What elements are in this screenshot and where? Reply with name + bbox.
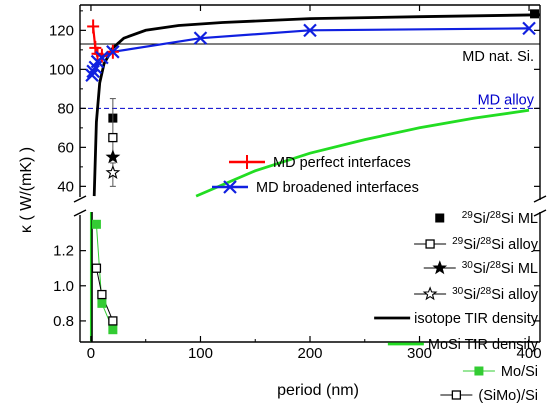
marker-star <box>105 164 121 179</box>
x-tick-label: 100 <box>188 345 213 362</box>
marker-open-square <box>108 316 118 326</box>
plot-markers <box>85 9 540 335</box>
marker-open-square <box>97 289 107 300</box>
marker-x <box>223 180 237 194</box>
marker-square <box>91 219 101 229</box>
series-curve <box>195 108 530 198</box>
marker-star <box>105 149 121 164</box>
reference-label: MD nat. Si. <box>462 49 534 65</box>
marker-x <box>95 50 109 65</box>
marker-square <box>435 213 445 223</box>
x-tick-label: 300 <box>407 345 432 362</box>
legend-label: 29Si/28Si alloy <box>452 236 539 253</box>
axis-break-mark <box>533 209 547 217</box>
axis-ticks: 0 100 200 300 400 40 60 80 100 120 0.8 1.0 1.2 <box>49 5 542 362</box>
marker-open-square <box>425 239 435 249</box>
y-axis-label: κ ( W/(mK) ) <box>18 147 35 233</box>
y-tick-label: 120 <box>49 22 74 39</box>
reference-label: MD alloy <box>478 92 535 108</box>
marker-open-square <box>91 263 102 273</box>
marker-square <box>474 366 484 376</box>
marker-x <box>86 64 100 79</box>
x-tick-label: 200 <box>297 345 322 362</box>
legend-label: 29Si/28Si ML <box>462 210 538 227</box>
marker-square <box>97 298 107 308</box>
marker-x <box>303 23 317 38</box>
legend-label: (SiMo)/Si <box>478 388 538 404</box>
legend: MD perfect interfaces MD broadened interf… <box>212 155 539 404</box>
y-tick-label: 60 <box>57 139 74 156</box>
x-tick-label: 0 <box>87 345 95 362</box>
marker-x <box>85 68 99 82</box>
legend-label: 30Si/28Si alloy <box>452 286 539 303</box>
x-tick-label: 400 <box>517 345 542 362</box>
legend-label: MD perfect interfaces <box>273 155 411 171</box>
axis-break-mark <box>533 195 547 203</box>
legend-label: 30Si/28Si ML <box>462 260 538 277</box>
marker-square <box>530 9 540 19</box>
series-curve <box>92 13 540 197</box>
marker-star <box>432 260 448 275</box>
legend-label: MoSi TIR density <box>428 337 539 353</box>
y-tick-label: 1.0 <box>53 278 74 295</box>
legend-label: Mo/Si <box>501 364 538 380</box>
marker-square <box>108 325 118 335</box>
legend-label: isotope TIR density <box>414 311 539 327</box>
axis-break-mark <box>73 209 87 217</box>
marker-x <box>106 45 120 59</box>
y-tick-label: 100 <box>49 61 74 78</box>
legend-label: MD broadened interfaces <box>256 180 419 196</box>
y-tick-label: 80 <box>57 100 74 117</box>
marker-x <box>193 31 208 45</box>
x-axis-label: period (nm) <box>277 382 359 399</box>
axis-break-mark <box>73 195 87 203</box>
marker-open-square <box>451 390 462 400</box>
y-tick-label: 40 <box>57 178 74 195</box>
marker-x <box>522 21 536 36</box>
y-tick-label: 1.2 <box>53 243 74 260</box>
y-tick-label: 0.8 <box>53 313 74 330</box>
marker-star <box>422 286 438 301</box>
marker-open-square <box>108 132 118 143</box>
